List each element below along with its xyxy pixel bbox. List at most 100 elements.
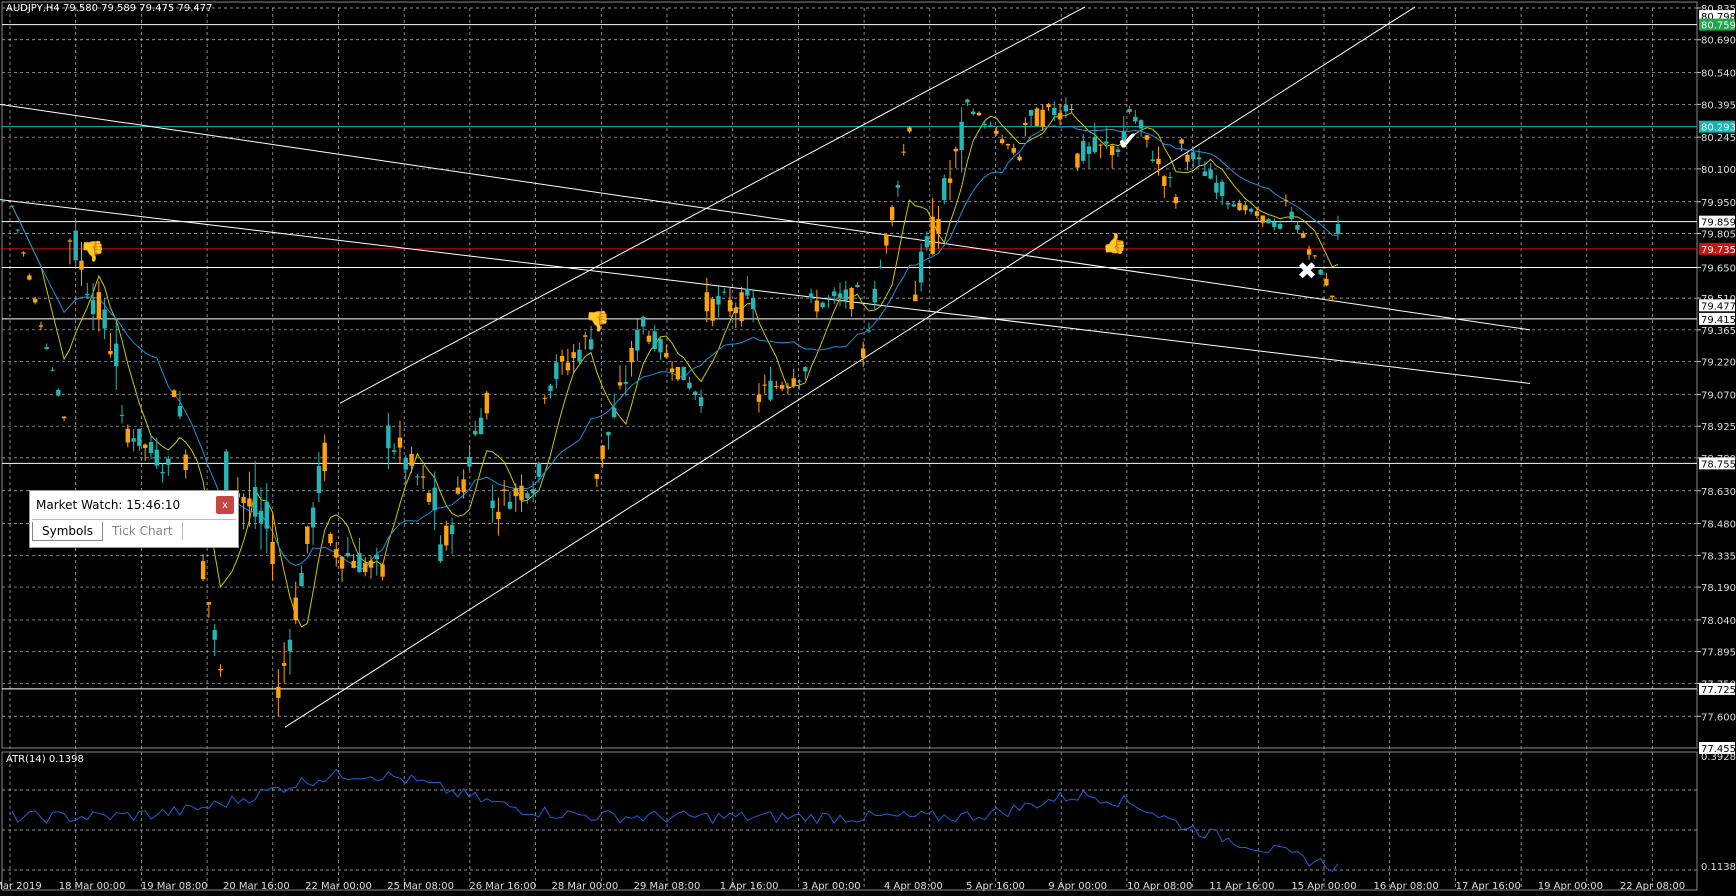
candle-body <box>56 389 61 396</box>
candle-body <box>148 442 154 453</box>
candle-body <box>391 450 397 452</box>
candle-body <box>322 442 327 471</box>
candle-body <box>1052 108 1057 116</box>
candle-body <box>889 207 895 221</box>
candle-body <box>102 309 107 329</box>
price-label-box <box>1699 215 1735 228</box>
atr-tick-label: 0.3928 <box>1701 752 1736 763</box>
axis-tick-label: 79.070 <box>1701 390 1736 401</box>
candle-body <box>363 563 368 573</box>
candle-body <box>756 394 762 402</box>
candle-body <box>577 349 582 362</box>
price-label-box <box>1699 457 1735 470</box>
candle-body <box>808 293 814 298</box>
axis-tick-label: 80.395 <box>1701 100 1736 111</box>
candle-body <box>507 501 513 509</box>
candle-body <box>345 553 351 557</box>
candle-body <box>1283 200 1289 202</box>
candle-body <box>32 298 38 303</box>
market-watch-header[interactable]: Market Watch: 15:46:10 x <box>30 491 238 519</box>
chart-title: AUDJPY,H4 79.580 79.589 79.475 79.477 <box>6 3 213 14</box>
atr-tick-label: 0.1138 <box>1701 862 1736 873</box>
time-label: 19 Apr 00:00 <box>1538 881 1603 892</box>
price-label: 79.735 <box>1701 245 1736 256</box>
price-label-box <box>1699 120 1735 133</box>
candle-body <box>449 524 455 535</box>
candle-body <box>617 382 623 386</box>
time-label: 29 Mar 08:00 <box>634 881 701 892</box>
checkmark-icon: ✔ <box>1117 127 1139 157</box>
candle-body <box>1086 146 1092 154</box>
candle-body <box>536 462 542 477</box>
time-label: 3 Apr 00:00 <box>802 881 861 892</box>
candle-body <box>1156 158 1161 165</box>
candle-body <box>85 293 90 296</box>
tab-symbols[interactable]: Symbols <box>32 521 103 541</box>
axis-tick-label: 77.600 <box>1701 712 1736 723</box>
tab-tick-chart[interactable]: Tick Chart <box>102 522 183 540</box>
candle-body <box>264 501 269 529</box>
time-label: 11 Apr 16:00 <box>1209 881 1274 892</box>
candle-body <box>849 287 854 310</box>
candle-body <box>1017 156 1022 161</box>
trade-markers: 👎 👎 👍 ✔ ✖ <box>80 127 1317 333</box>
candle-body <box>1040 109 1045 128</box>
price-label-box <box>1699 312 1735 325</box>
price-label: 78.755 <box>1701 459 1736 470</box>
candle-body <box>9 205 15 207</box>
candle-body <box>640 317 646 327</box>
axis-tick-label: 78.335 <box>1701 551 1736 562</box>
time-label: 26 Mar 16:00 <box>469 881 536 892</box>
candle-body <box>785 386 791 388</box>
candle-body <box>1057 112 1063 120</box>
candle-body <box>884 234 889 246</box>
candle-body <box>554 362 559 380</box>
candle-body <box>38 325 44 327</box>
candle-body <box>646 335 652 342</box>
market-watch-title: Market Watch: 15:46:10 <box>36 498 181 512</box>
candle-body <box>380 564 385 577</box>
horizontal-levels <box>2 24 1697 690</box>
price-label: 79.415 <box>1701 315 1736 326</box>
candle-body <box>287 639 293 652</box>
axis-tick-label: 80.835 <box>1701 4 1736 15</box>
axis-tick-label: 78.040 <box>1701 616 1736 627</box>
candle-body <box>588 339 594 350</box>
candle-body <box>1312 255 1318 257</box>
candle-body <box>959 121 964 151</box>
candle-body <box>750 297 756 309</box>
candle-body <box>791 378 796 386</box>
candle-body <box>119 414 125 416</box>
candle-body <box>826 297 831 299</box>
candle-body <box>1028 110 1034 116</box>
candle-body <box>1202 171 1208 177</box>
axis-tick-label: 78.190 <box>1701 583 1736 594</box>
price-label: 79.477 <box>1701 301 1736 312</box>
candle-body <box>965 99 970 103</box>
candle-body <box>484 392 490 414</box>
price-label-box <box>1699 299 1735 312</box>
time-label: 5 Apr 16:00 <box>966 881 1025 892</box>
candle-body <box>241 496 246 503</box>
time-label: 14 Mar 2019 <box>0 881 42 892</box>
candle-body <box>1335 224 1341 235</box>
candle-body <box>1295 224 1300 230</box>
candle-body <box>745 288 750 296</box>
time-label: 22 Apr 08:00 <box>1620 881 1685 892</box>
candle-body <box>44 347 49 350</box>
candle-body <box>444 525 449 546</box>
candle-body <box>432 487 437 511</box>
close-button[interactable]: x <box>216 496 234 514</box>
candle-body <box>1219 181 1225 197</box>
candle-body <box>1063 105 1069 112</box>
candle-body <box>1075 153 1080 168</box>
market-watch-panel[interactable]: Market Watch: 15:46:10 x Symbols Tick Ch… <box>29 490 239 548</box>
candle-body <box>843 289 849 301</box>
candle-body <box>455 487 461 494</box>
candle-body <box>1185 154 1190 162</box>
candle-body <box>96 292 102 320</box>
axis-tick-label: 79.950 <box>1701 198 1736 209</box>
cross-icon: ✖ <box>1297 257 1317 285</box>
candle-body <box>212 630 217 640</box>
